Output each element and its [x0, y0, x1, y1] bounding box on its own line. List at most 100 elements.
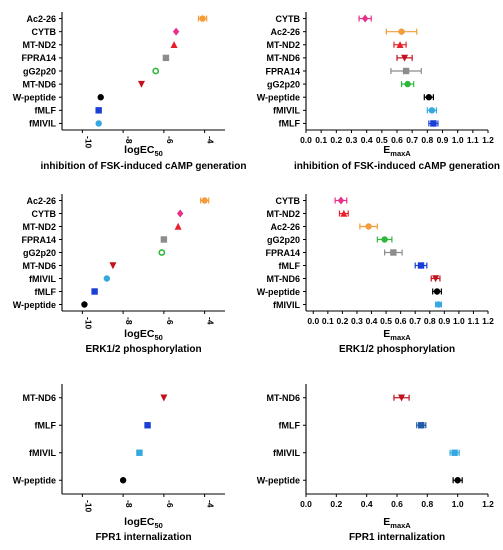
category-label: MT-ND2 [267, 209, 301, 219]
x-axis-label: EmaxA [383, 516, 411, 530]
category-label: MT-ND6 [267, 393, 301, 403]
x-tick-label: 1.0 [453, 316, 465, 326]
data-point [119, 477, 127, 484]
category-label: FPRA14 [265, 66, 300, 76]
data-point [144, 422, 151, 429]
data-point [361, 14, 369, 23]
category-label: MT-ND6 [23, 261, 57, 271]
x-tick-label: -10 [83, 317, 93, 330]
x-axis-label: logEC50 [124, 144, 163, 158]
data-point [136, 449, 143, 456]
x-tick-label: -6 [165, 500, 175, 508]
data-point [396, 41, 404, 48]
category-label: W-peptide [257, 93, 300, 103]
data-point [152, 67, 160, 75]
data-point [176, 209, 184, 218]
x-tick-label: 1.0 [452, 135, 464, 145]
category-label: gG2p20 [267, 79, 300, 89]
category-label: W-peptide [257, 476, 300, 486]
data-point [95, 107, 102, 114]
x-tick-label: 1.2 [482, 135, 494, 145]
category-label: fMLF [35, 287, 57, 297]
x-tick-label: 0.9 [438, 316, 450, 326]
data-point [201, 197, 208, 204]
x-tick-label: 0.6 [391, 499, 403, 509]
category-label: fMIVIL [29, 274, 56, 284]
data-point [398, 28, 405, 35]
x-tick-label: 0.0 [300, 499, 312, 509]
data-point [432, 275, 440, 283]
x-tick-label: 0.6 [391, 135, 403, 145]
panel-title: ERK1/2 phosphorylation [339, 344, 455, 355]
data-point [365, 223, 372, 230]
x-tick-label: 1.2 [482, 499, 494, 509]
x-tick-label: 0.4 [361, 135, 373, 145]
data-point [160, 236, 168, 243]
category-label: fMIVIL [29, 448, 56, 458]
category-label: fMIVIL [273, 106, 300, 116]
category-label: CYTB [276, 14, 301, 24]
x-tick-label: 0.6 [395, 316, 407, 326]
category-label: fMLF [35, 421, 57, 431]
category-label: W-peptide [257, 287, 300, 297]
x-tick-label: -6 [165, 317, 175, 325]
data-point [97, 94, 104, 101]
category-label: fMIVIL [273, 448, 300, 458]
x-tick-label: 0.4 [361, 499, 373, 509]
category-label: FPRA14 [21, 235, 56, 245]
category-label: MT-ND6 [23, 79, 57, 89]
category-label: MT-ND6 [267, 53, 301, 63]
x-tick-label: -8 [124, 136, 134, 144]
category-label: Ac2-26 [26, 14, 56, 24]
data-point [95, 120, 102, 127]
data-point [435, 301, 442, 308]
data-point [160, 394, 168, 402]
data-point [418, 422, 425, 429]
x-tick-label: 1.0 [452, 499, 464, 509]
data-point [172, 27, 180, 36]
category-label: fMIVIL [29, 119, 56, 129]
category-label: Ac2-26 [270, 27, 300, 37]
data-point [199, 15, 206, 22]
data-point [137, 80, 145, 88]
data-point [425, 94, 433, 101]
x-tick-label: -4 [206, 317, 216, 325]
x-tick-label: 0.3 [351, 316, 363, 326]
x-tick-label: -10 [83, 136, 93, 149]
category-label: Ac2-26 [26, 196, 56, 206]
data-point [162, 54, 170, 62]
data-point [81, 301, 88, 308]
x-tick-label: -4 [206, 136, 216, 144]
data-point [109, 262, 117, 270]
x-tick-label: 0.9 [437, 135, 449, 145]
category-label: MT-ND6 [23, 393, 57, 403]
category-label: fMLF [279, 421, 301, 431]
data-point [402, 67, 410, 75]
x-tick-label: 0.0 [307, 316, 319, 326]
category-label: CYTB [32, 27, 57, 37]
data-point [174, 222, 182, 230]
category-label: MT-ND6 [267, 274, 301, 284]
x-tick-label: 0.7 [409, 316, 421, 326]
x-tick-label: 0.5 [380, 316, 392, 326]
category-label: W-peptide [13, 476, 56, 486]
x-tick-label: 0.8 [421, 135, 433, 145]
x-tick-label: 0.5 [376, 135, 388, 145]
x-tick-label: -4 [206, 500, 216, 508]
panel-title: FPR1 internalization [95, 532, 191, 543]
x-tick-label: 0.1 [315, 135, 327, 145]
category-label: W-peptide [13, 93, 56, 103]
x-tick-label: 1.1 [468, 316, 480, 326]
data-point [451, 449, 458, 456]
data-point [428, 107, 436, 114]
data-point [401, 54, 409, 62]
category-label: fMLF [279, 119, 301, 129]
x-tick-label: 1.1 [467, 135, 479, 145]
data-point [170, 41, 178, 48]
x-tick-label: 1.2 [482, 316, 494, 326]
data-point [433, 288, 441, 295]
panel-title: inhibition of FSK-induced cAMP generatio… [41, 161, 247, 172]
x-axis-label: logEC50 [124, 328, 163, 342]
data-point [417, 262, 425, 269]
